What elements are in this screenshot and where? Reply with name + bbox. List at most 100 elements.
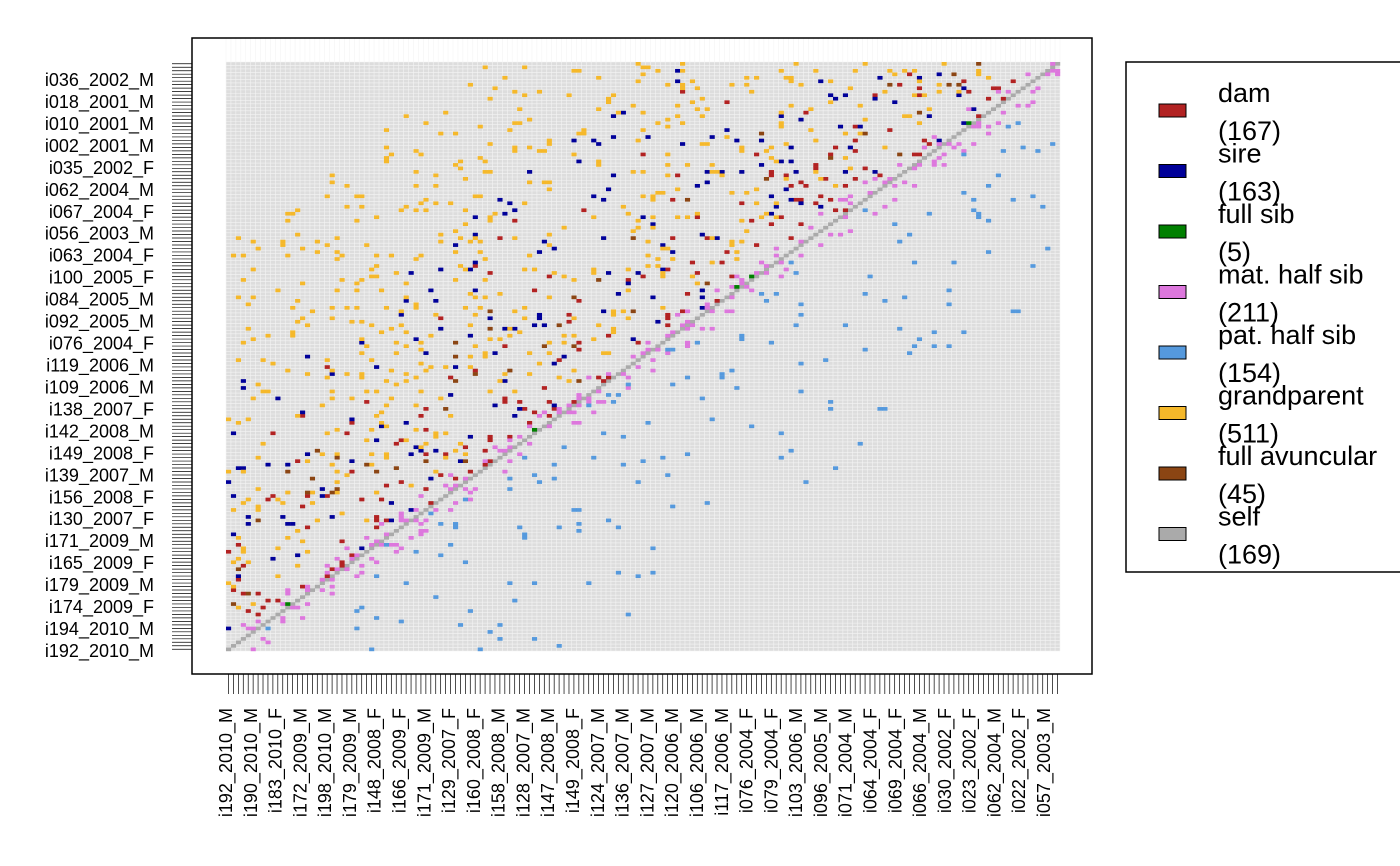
cell-mat-half-sib (324, 563, 330, 568)
cell-self (798, 243, 804, 247)
cell-pat-half-sib (605, 518, 612, 523)
cell-sire (640, 215, 646, 220)
cell-mat-half-sib (571, 410, 577, 415)
cell-dam (502, 396, 508, 401)
cell-self (443, 494, 449, 498)
x-tick-label: i069_2004_F (885, 708, 906, 813)
cell-grandparent (502, 372, 508, 376)
cell-sire (531, 323, 538, 328)
cell-self (882, 183, 888, 188)
cell-dam (324, 494, 330, 498)
cell-grandparent (522, 201, 528, 206)
cell-grandparent (245, 560, 251, 565)
cell-grandparent (985, 75, 992, 80)
cell-grandparent (818, 177, 824, 181)
cell-pat-half-sib (768, 340, 774, 345)
y-tick-label: i076_2004_F (49, 334, 154, 355)
legend-count: (45) (1218, 479, 1266, 509)
cell-mat-half-sib (418, 522, 424, 526)
cell-grandparent (438, 396, 444, 401)
x-tick-label: i120_2006_M (662, 708, 683, 817)
x-tick-label: i106_2006_M (687, 708, 708, 817)
cell-mat-half-sib (837, 197, 844, 202)
cell-mat-half-sib (507, 445, 513, 450)
cell-grandparent (304, 549, 311, 554)
cell-mat-half-sib (995, 121, 1001, 125)
cell-grandparent (596, 159, 602, 164)
legend-count: (154) (1218, 358, 1281, 388)
cell-self (877, 187, 883, 192)
cell-grandparent (596, 75, 602, 80)
cell-grandparent (280, 239, 286, 244)
cell-grandparent (453, 229, 459, 233)
cell-dam (349, 553, 355, 558)
cell-self (956, 131, 962, 136)
cell-grandparent (536, 149, 543, 153)
cell-dam (339, 539, 345, 544)
cell-grandparent (374, 389, 380, 394)
cell-full-avuncular (334, 487, 340, 491)
cell-grandparent (744, 82, 750, 87)
cell-mat-half-sib (586, 396, 592, 401)
cells-layer (226, 62, 1061, 652)
cell-mat-half-sib (250, 626, 256, 631)
cell-mat-half-sib (497, 448, 503, 453)
cell-grandparent (433, 201, 439, 206)
cell-mat-half-sib (541, 410, 547, 415)
cell-mat-half-sib (758, 260, 765, 265)
cell-grandparent (561, 340, 567, 345)
cell-grandparent (527, 117, 533, 122)
cell-dam (398, 480, 404, 484)
cell-grandparent (295, 298, 301, 303)
cell-pat-half-sib (433, 595, 439, 599)
cell-self (818, 229, 824, 233)
cell-sire (245, 515, 251, 519)
cell-sire (571, 138, 577, 143)
cell-pat-half-sib (359, 605, 365, 610)
y-tick-label: i139_2007_M (45, 465, 154, 486)
cell-pat-half-sib (798, 302, 804, 307)
cell-mat-half-sib (867, 190, 873, 195)
cell-pat-half-sib (877, 407, 883, 411)
cell-grandparent (778, 124, 784, 129)
cell-mat-half-sib (985, 131, 992, 136)
cell-grandparent (374, 215, 380, 220)
x-tick-label: i064_2004_F (860, 708, 881, 813)
cell-grandparent (265, 333, 271, 338)
cell-sire (675, 79, 681, 84)
cell-pat-half-sib (739, 337, 745, 342)
y-tick-label: i119_2006_M (46, 356, 154, 377)
cell-grandparent (699, 142, 705, 146)
cell-grandparent (457, 236, 464, 240)
cell-grandparent (423, 368, 429, 373)
cell-self (260, 623, 266, 627)
cell-grandparent (941, 62, 947, 66)
cell-self (645, 351, 651, 355)
cell-grandparent (235, 605, 242, 610)
cell-grandparent (359, 337, 365, 342)
cell-dam (788, 183, 794, 188)
cell-grandparent (768, 156, 774, 160)
cell-grandparent (635, 79, 641, 84)
cell-full-avuncular (596, 278, 602, 282)
cell-pat-half-sib (551, 476, 557, 481)
cell-pat-half-sib (665, 347, 671, 352)
cell-sire (591, 138, 597, 143)
cell-self (951, 135, 957, 139)
legend-swatch (1158, 224, 1187, 239)
cell-pat-half-sib (985, 183, 992, 188)
cell-grandparent (887, 68, 893, 73)
cell-grandparent (383, 145, 390, 150)
cell-dam (324, 574, 330, 579)
cell-self (413, 515, 419, 519)
cell-mat-half-sib (709, 326, 715, 331)
cell-mat-half-sib (467, 497, 473, 502)
cell-mat-half-sib (754, 271, 760, 275)
cell-pat-half-sib (438, 522, 444, 526)
cell-mat-half-sib (862, 180, 868, 185)
cell-pat-half-sib (704, 501, 710, 505)
cell-grandparent (788, 103, 794, 108)
cell-dam (911, 152, 918, 157)
cell-full-avuncular (828, 156, 834, 160)
